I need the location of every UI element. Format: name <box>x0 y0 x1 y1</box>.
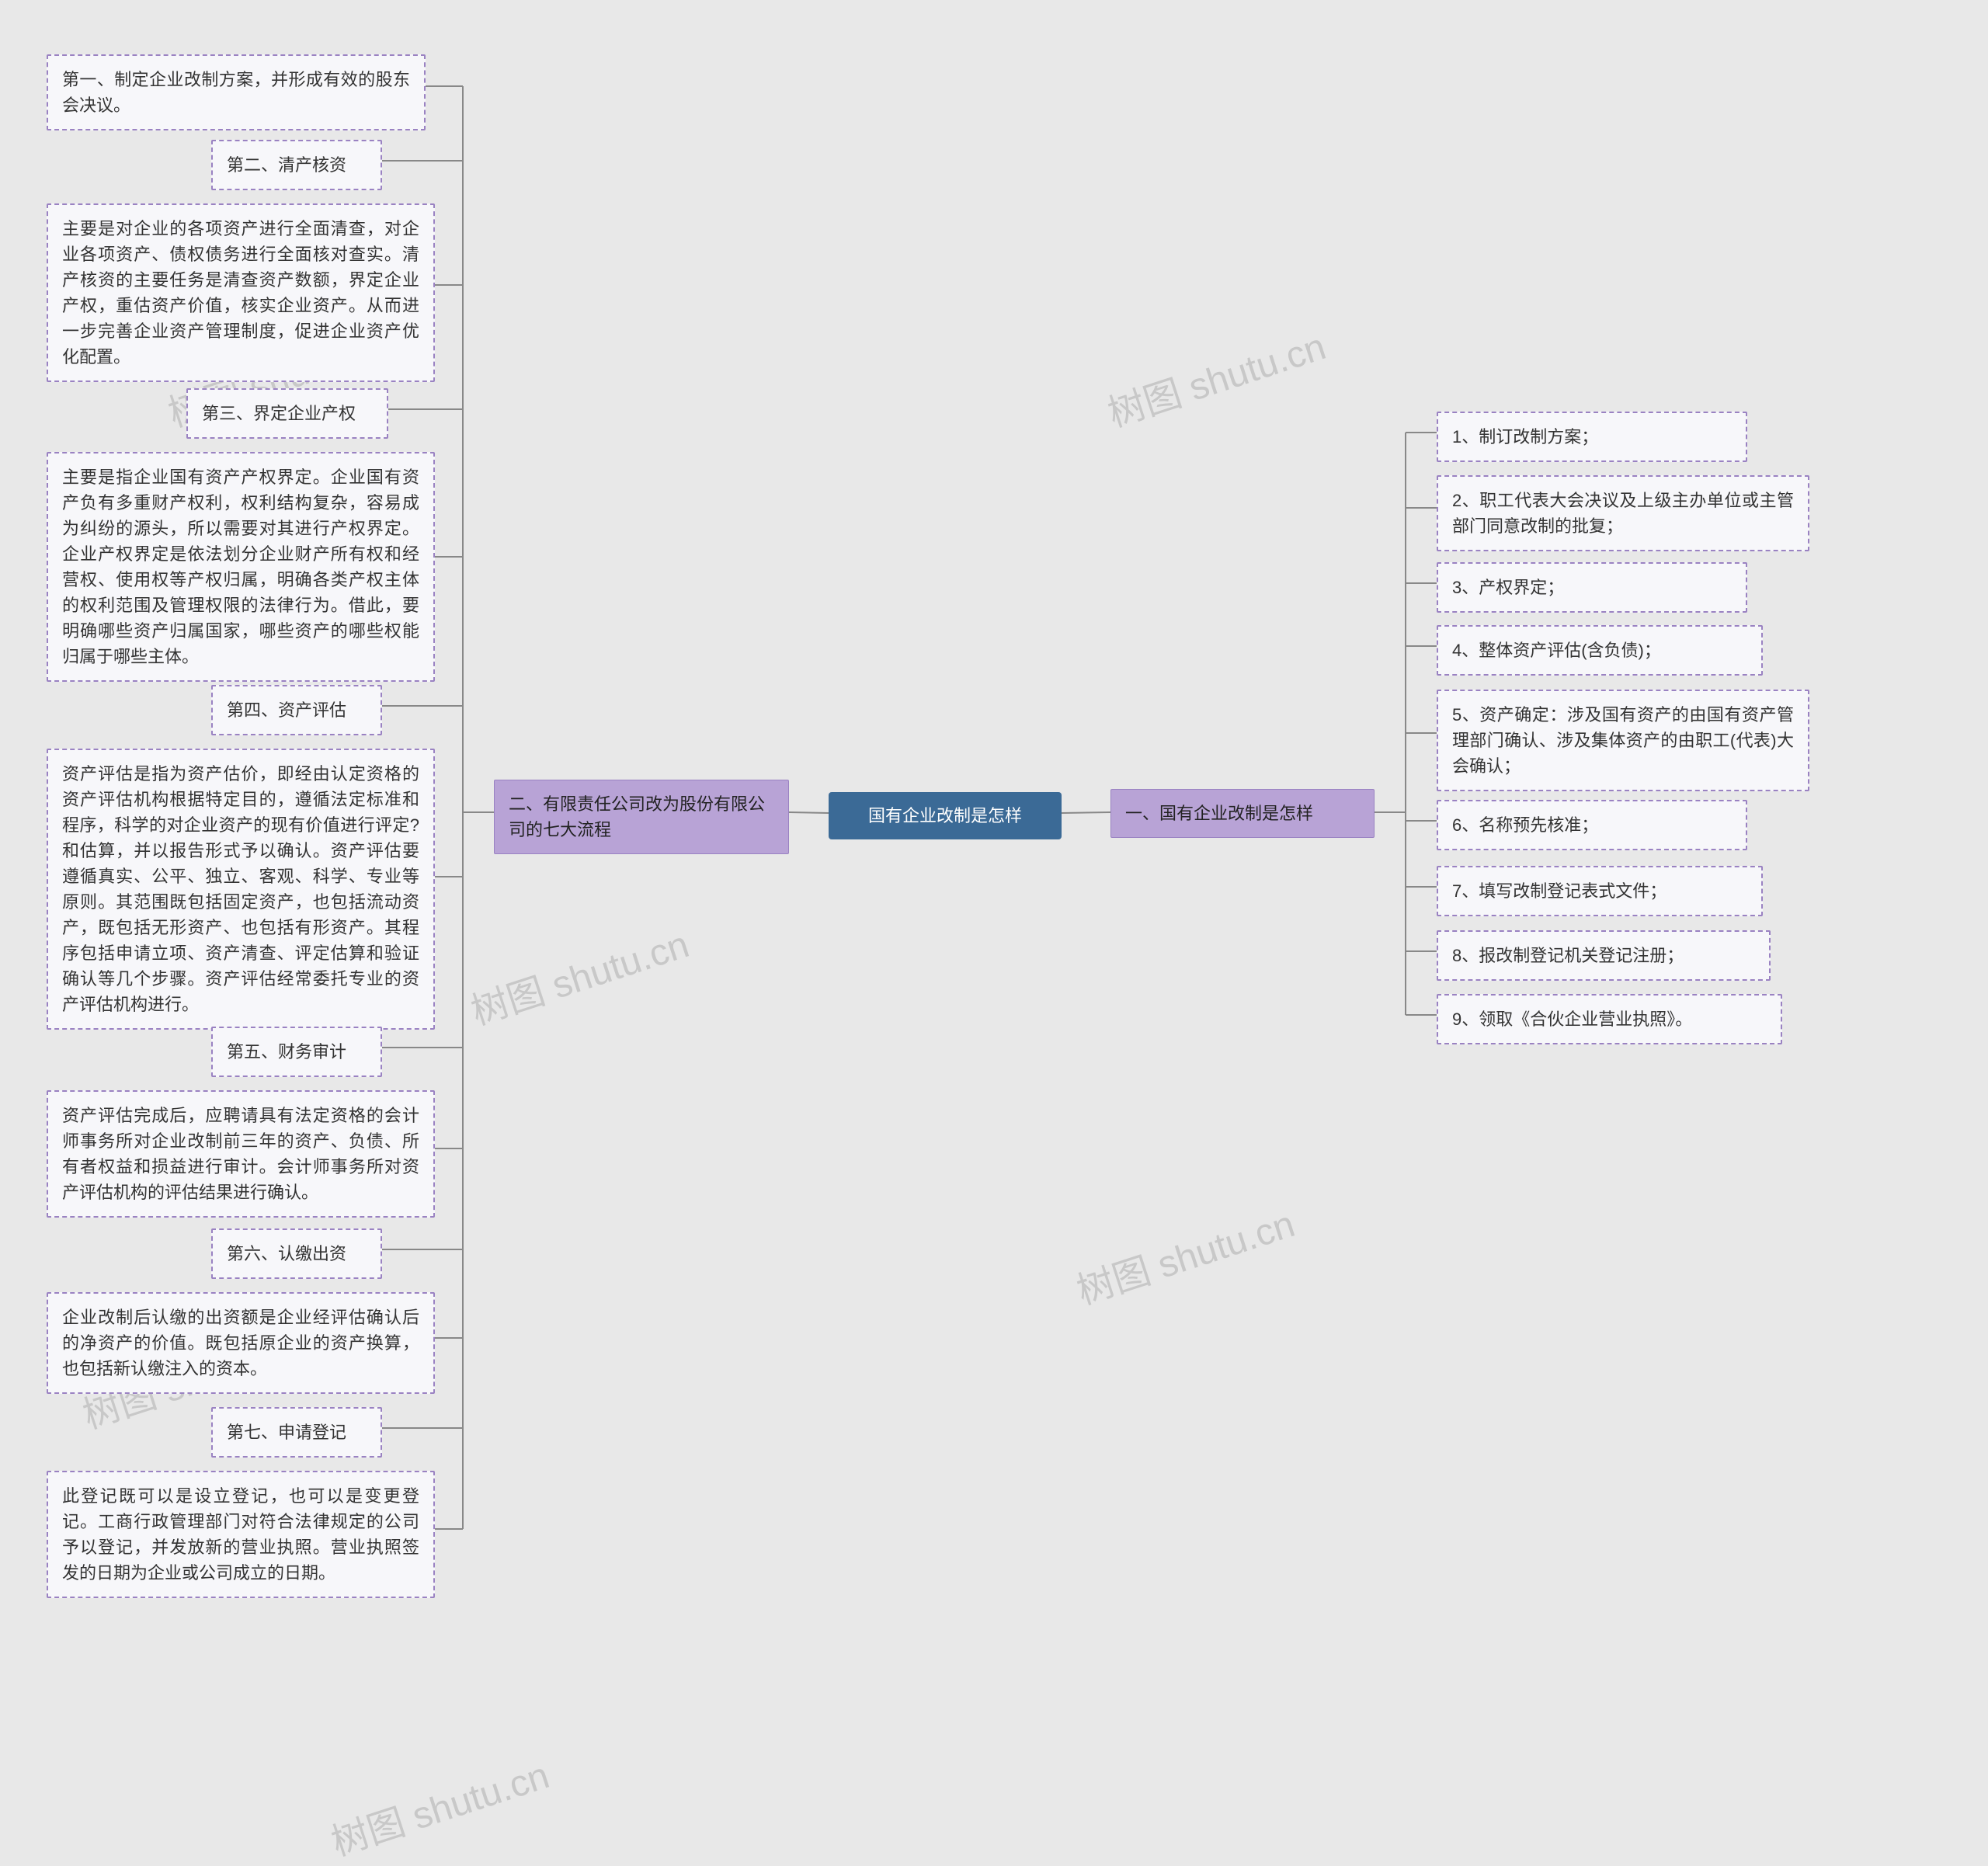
watermark: 树图 shutu.cn <box>1069 1194 1300 1315</box>
leaf-b1c7: 7、填写改制登记表式文件； <box>1437 866 1763 916</box>
leaf-b2c3: 主要是对企业的各项资产进行全面清查，对企业各项资产、债权债务进行全面核对查实。清… <box>47 203 435 382</box>
watermark: 树图 shutu.cn <box>1100 316 1331 437</box>
leaf-b2c13: 此登记既可以是设立登记，也可以是变更登记。工商行政管理部门对符合法律规定的公司予… <box>47 1471 435 1598</box>
leaf-b2c9: 资产评估完成后，应聘请具有法定资格的会计师事务所对企业改制前三年的资产、负债、所… <box>47 1090 435 1218</box>
leaf-b2c4: 第三、界定企业产权 <box>186 388 388 439</box>
leaf-b2c11: 企业改制后认缴的出资额是企业经评估确认后的净资产的价值。既包括原企业的资产换算，… <box>47 1292 435 1394</box>
leaf-b2c6: 第四、资产评估 <box>211 685 382 735</box>
watermark: 树图 shutu.cn <box>323 1745 554 1866</box>
leaf-b2c5: 主要是指企业国有资产产权界定。企业国有资产负有多重财产权利，权利结构复杂，容易成… <box>47 452 435 682</box>
leaf-b1c4: 4、整体资产评估(含负债)； <box>1437 625 1763 676</box>
root-node: 国有企业改制是怎样 <box>829 792 1062 839</box>
leaf-b2c8: 第五、财务审计 <box>211 1027 382 1077</box>
leaf-b1c8: 8、报改制登记机关登记注册； <box>1437 930 1771 981</box>
watermark: 树图 shutu.cn <box>463 914 694 1035</box>
leaf-b1c5: 5、资产确定：涉及国有资产的由国有资产管理部门确认、涉及集体资产的由职工(代表)… <box>1437 690 1809 791</box>
leaf-b1c2: 2、职工代表大会决议及上级主办单位或主管部门同意改制的批复； <box>1437 475 1809 551</box>
branch-b1: 一、国有企业改制是怎样 <box>1110 789 1375 838</box>
leaf-b1c1: 1、制订改制方案； <box>1437 412 1747 462</box>
leaf-b1c3: 3、产权界定； <box>1437 562 1747 613</box>
leaf-b1c9: 9、领取《合伙企业营业执照》。 <box>1437 994 1782 1044</box>
leaf-b1c6: 6、名称预先核准； <box>1437 800 1747 850</box>
leaf-b2c2: 第二、清产核资 <box>211 140 382 190</box>
leaf-b2c7: 资产评估是指为资产估价，即经由认定资格的资产评估机构根据特定目的，遵循法定标准和… <box>47 749 435 1030</box>
leaf-b2c10: 第六、认缴出资 <box>211 1228 382 1279</box>
leaf-b2c12: 第七、申请登记 <box>211 1407 382 1458</box>
leaf-b2c1: 第一、制定企业改制方案，并形成有效的股东会决议。 <box>47 54 426 130</box>
branch-b2: 二、有限责任公司改为股份有限公司的七大流程 <box>494 780 789 854</box>
